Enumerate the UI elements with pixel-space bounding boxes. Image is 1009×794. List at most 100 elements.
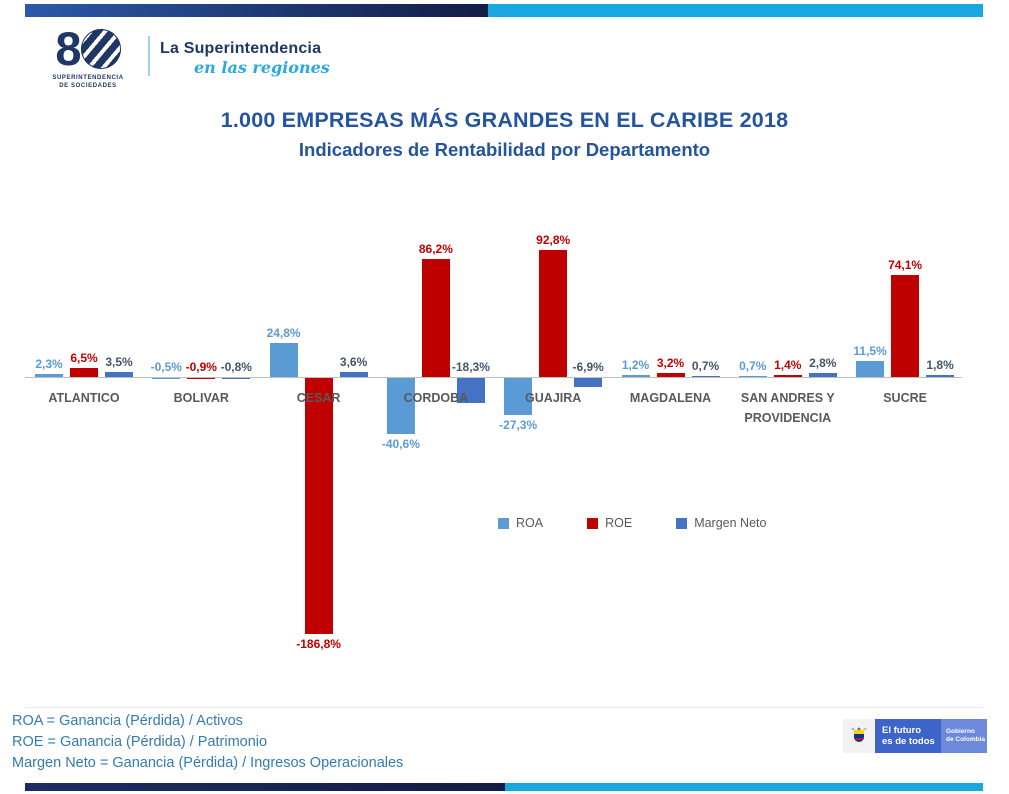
gov-badge-gobierno: Gobierno de Colombia (941, 719, 987, 753)
bar-value-label-margen-neto-bolivar: -0,8% (220, 360, 252, 374)
bar-value-label-roe-cesar: -186,8% (296, 636, 341, 651)
bar-roa-cesar (269, 343, 298, 377)
bar-margen-neto-magdalena (691, 376, 720, 377)
supersociedades-logo: 8 SUPERINTENDENCIA DE SOCIEDADES (40, 22, 136, 90)
legend-label-roe: ROE (605, 516, 633, 530)
header-tagline-line1: La Superintendencia (160, 40, 322, 57)
gov-badge-slogan: El futuro es de todos (875, 719, 941, 753)
coat-of-arms-svg (851, 727, 867, 742)
bar-value-label-margen-neto-guajira: -6,9% (572, 360, 604, 374)
bar-roe-atlantico (70, 368, 98, 377)
logo-eight-digit: 8 (55, 22, 81, 75)
gov-badge: El futuro es de todos Gobierno de Colomb… (843, 719, 987, 753)
bar-value-label-roa-sucre: 11,5% (853, 344, 887, 359)
bar-value-label-roe-cordoba: 86,2% (418, 241, 453, 256)
chart-legend: ROA ROE Margen Neto (498, 516, 766, 530)
gov-slogan-line1: El futuro (882, 725, 922, 736)
legend-label-margen-neto: Margen Neto (694, 516, 767, 530)
legend-item-roe: ROE (587, 516, 632, 530)
legend-swatch-margen-neto-icon (676, 517, 688, 529)
logo-80-mark: 8 (40, 22, 136, 75)
bar-margen-neto-sucre (926, 374, 955, 377)
category-label-cesar: CESAR (296, 391, 341, 405)
legend-swatch-roe-icon (587, 517, 599, 529)
bar-roa-magdalena (621, 375, 650, 377)
bar-margen-neto-cesar (339, 372, 368, 377)
bar-margen-neto-cordoba (456, 378, 485, 404)
bar-roe-guajira (539, 249, 568, 377)
footnotes: ROA = Ganancia (Pérdida) / Activos ROE =… (12, 711, 403, 774)
x-axis-line (25, 377, 962, 378)
chart-title: 1.000 EMPRESAS MÁS GRANDES EN EL CARIBE … (220, 108, 789, 132)
footnote-roe: ROE = Ganancia (Pérdida) / Patrimonio (12, 734, 268, 750)
bar-roe-magdalena (656, 372, 685, 377)
bar-roe-sucre (891, 275, 920, 377)
bar-margen-neto-san-andres-y-providencia (808, 373, 837, 377)
bar-value-label-roe-san-andres-y-providencia: 1,4% (774, 358, 802, 373)
bar-roa-sucre (856, 361, 885, 377)
category-label-atlantico: ATLANTICO (48, 391, 120, 405)
bar-roe-san-andres-y-providencia (773, 375, 802, 377)
top-brand-bar (25, 4, 983, 17)
category-label-sucre: SUCRE (883, 391, 927, 405)
colombia-coat-of-arms-icon (843, 719, 875, 753)
bar-value-label-roe-guajira: 92,8% (536, 232, 571, 247)
bar-roa-san-andres-y-providencia (738, 376, 767, 377)
gov-name-line1: Gobierno (946, 728, 975, 735)
chart-title-block: 1.000 EMPRESAS MÁS GRANDES EN EL CARIBE … (0, 108, 1009, 161)
legend-item-margen-neto: Margen Neto (676, 516, 766, 530)
bar-roe-cordoba (421, 258, 450, 377)
bar-value-label-roa-magdalena: 1,2% (621, 358, 650, 373)
bar-value-label-roa-guajira: -27,3% (499, 418, 538, 433)
bar-value-label-margen-neto-sucre: 1,8% (926, 357, 954, 372)
category-label-guajira: GUAJIRA (525, 391, 582, 405)
bar-value-label-roa-bolivar: -0,5% (150, 360, 182, 374)
bar-roa-bolivar (152, 378, 181, 379)
footnote-margen-neto: Margen Neto = Ganancia (Pérdida) / Ingre… (12, 755, 404, 771)
header-tagline-line2: en las regiones (194, 58, 330, 77)
footnote-roa: ROA = Ganancia (Pérdida) / Activos (12, 713, 243, 729)
logo-divider (148, 36, 150, 76)
category-label-san-andres-y-providencia: SAN ANDRES Y PROVIDENCIA (740, 391, 835, 425)
gov-slogan-line2: es de todos (882, 736, 935, 747)
bottom-brand-bar-dark-segment (25, 783, 505, 791)
logo-striped-zero-icon (80, 29, 121, 69)
legend-label-roa: ROA (516, 516, 544, 530)
bar-roa-atlantico (35, 373, 63, 377)
bar-roe-bolivar (187, 378, 216, 380)
bar-roa-guajira (504, 378, 533, 416)
bar-value-label-margen-neto-cesar: 3,6% (339, 355, 368, 370)
bar-value-label-margen-neto-atlantico: 3,5% (105, 355, 133, 370)
bar-value-label-margen-neto-cordoba: -18,3% (451, 360, 490, 374)
legend-swatch-roa-icon (498, 517, 509, 529)
bar-roe-cesar (304, 378, 333, 634)
bar-value-label-roe-sucre: 74,1% (888, 258, 923, 273)
bar-value-label-roe-bolivar: -0,9% (185, 360, 217, 374)
bar-value-label-roe-atlantico: 6,5% (70, 351, 98, 366)
top-brand-bar-light-segment (488, 4, 983, 17)
legend-item-roa: ROA (498, 516, 543, 530)
footnote-divider (25, 707, 983, 708)
bar-value-label-roa-san-andres-y-providencia: 0,7% (739, 359, 767, 373)
bar-margen-neto-atlantico (105, 372, 133, 377)
bar-value-label-margen-neto-magdalena: 0,7% (691, 359, 720, 373)
header-tagline: La Superintendencia en las regiones (160, 40, 330, 77)
category-label-bolivar: BOLIVAR (173, 391, 229, 405)
logo-caption-line1: SUPERINTENDENCIA (52, 75, 124, 81)
bar-value-label-roa-atlantico: 2,3% (35, 356, 63, 371)
bar-margen-neto-bolivar (222, 378, 251, 380)
top-brand-bar-dark-segment (25, 4, 488, 17)
logo-caption: SUPERINTENDENCIA DE SOCIEDADES (40, 74, 136, 90)
bar-value-label-roe-magdalena: 3,2% (656, 355, 685, 370)
bar-value-label-margen-neto-san-andres-y-providencia: 2,8% (809, 356, 837, 371)
bar-value-label-roa-cesar: 24,8% (266, 326, 301, 341)
gov-name-line2: de Colombia (946, 736, 986, 743)
bar-margen-neto-guajira (574, 378, 603, 388)
category-label-cordoba: CORDOBA (403, 391, 469, 405)
bar-roa-cordoba (386, 378, 415, 434)
category-label-magdalena: MAGDALENA (629, 391, 712, 405)
bar-chart: ATLANTICO 2,3% 6,5% 3,5% BOLIVAR -0,5% -0,9% -0… (25, 232, 962, 651)
logo-caption-line2: DE SOCIEDADES (59, 83, 117, 89)
bottom-brand-bar (25, 783, 983, 791)
